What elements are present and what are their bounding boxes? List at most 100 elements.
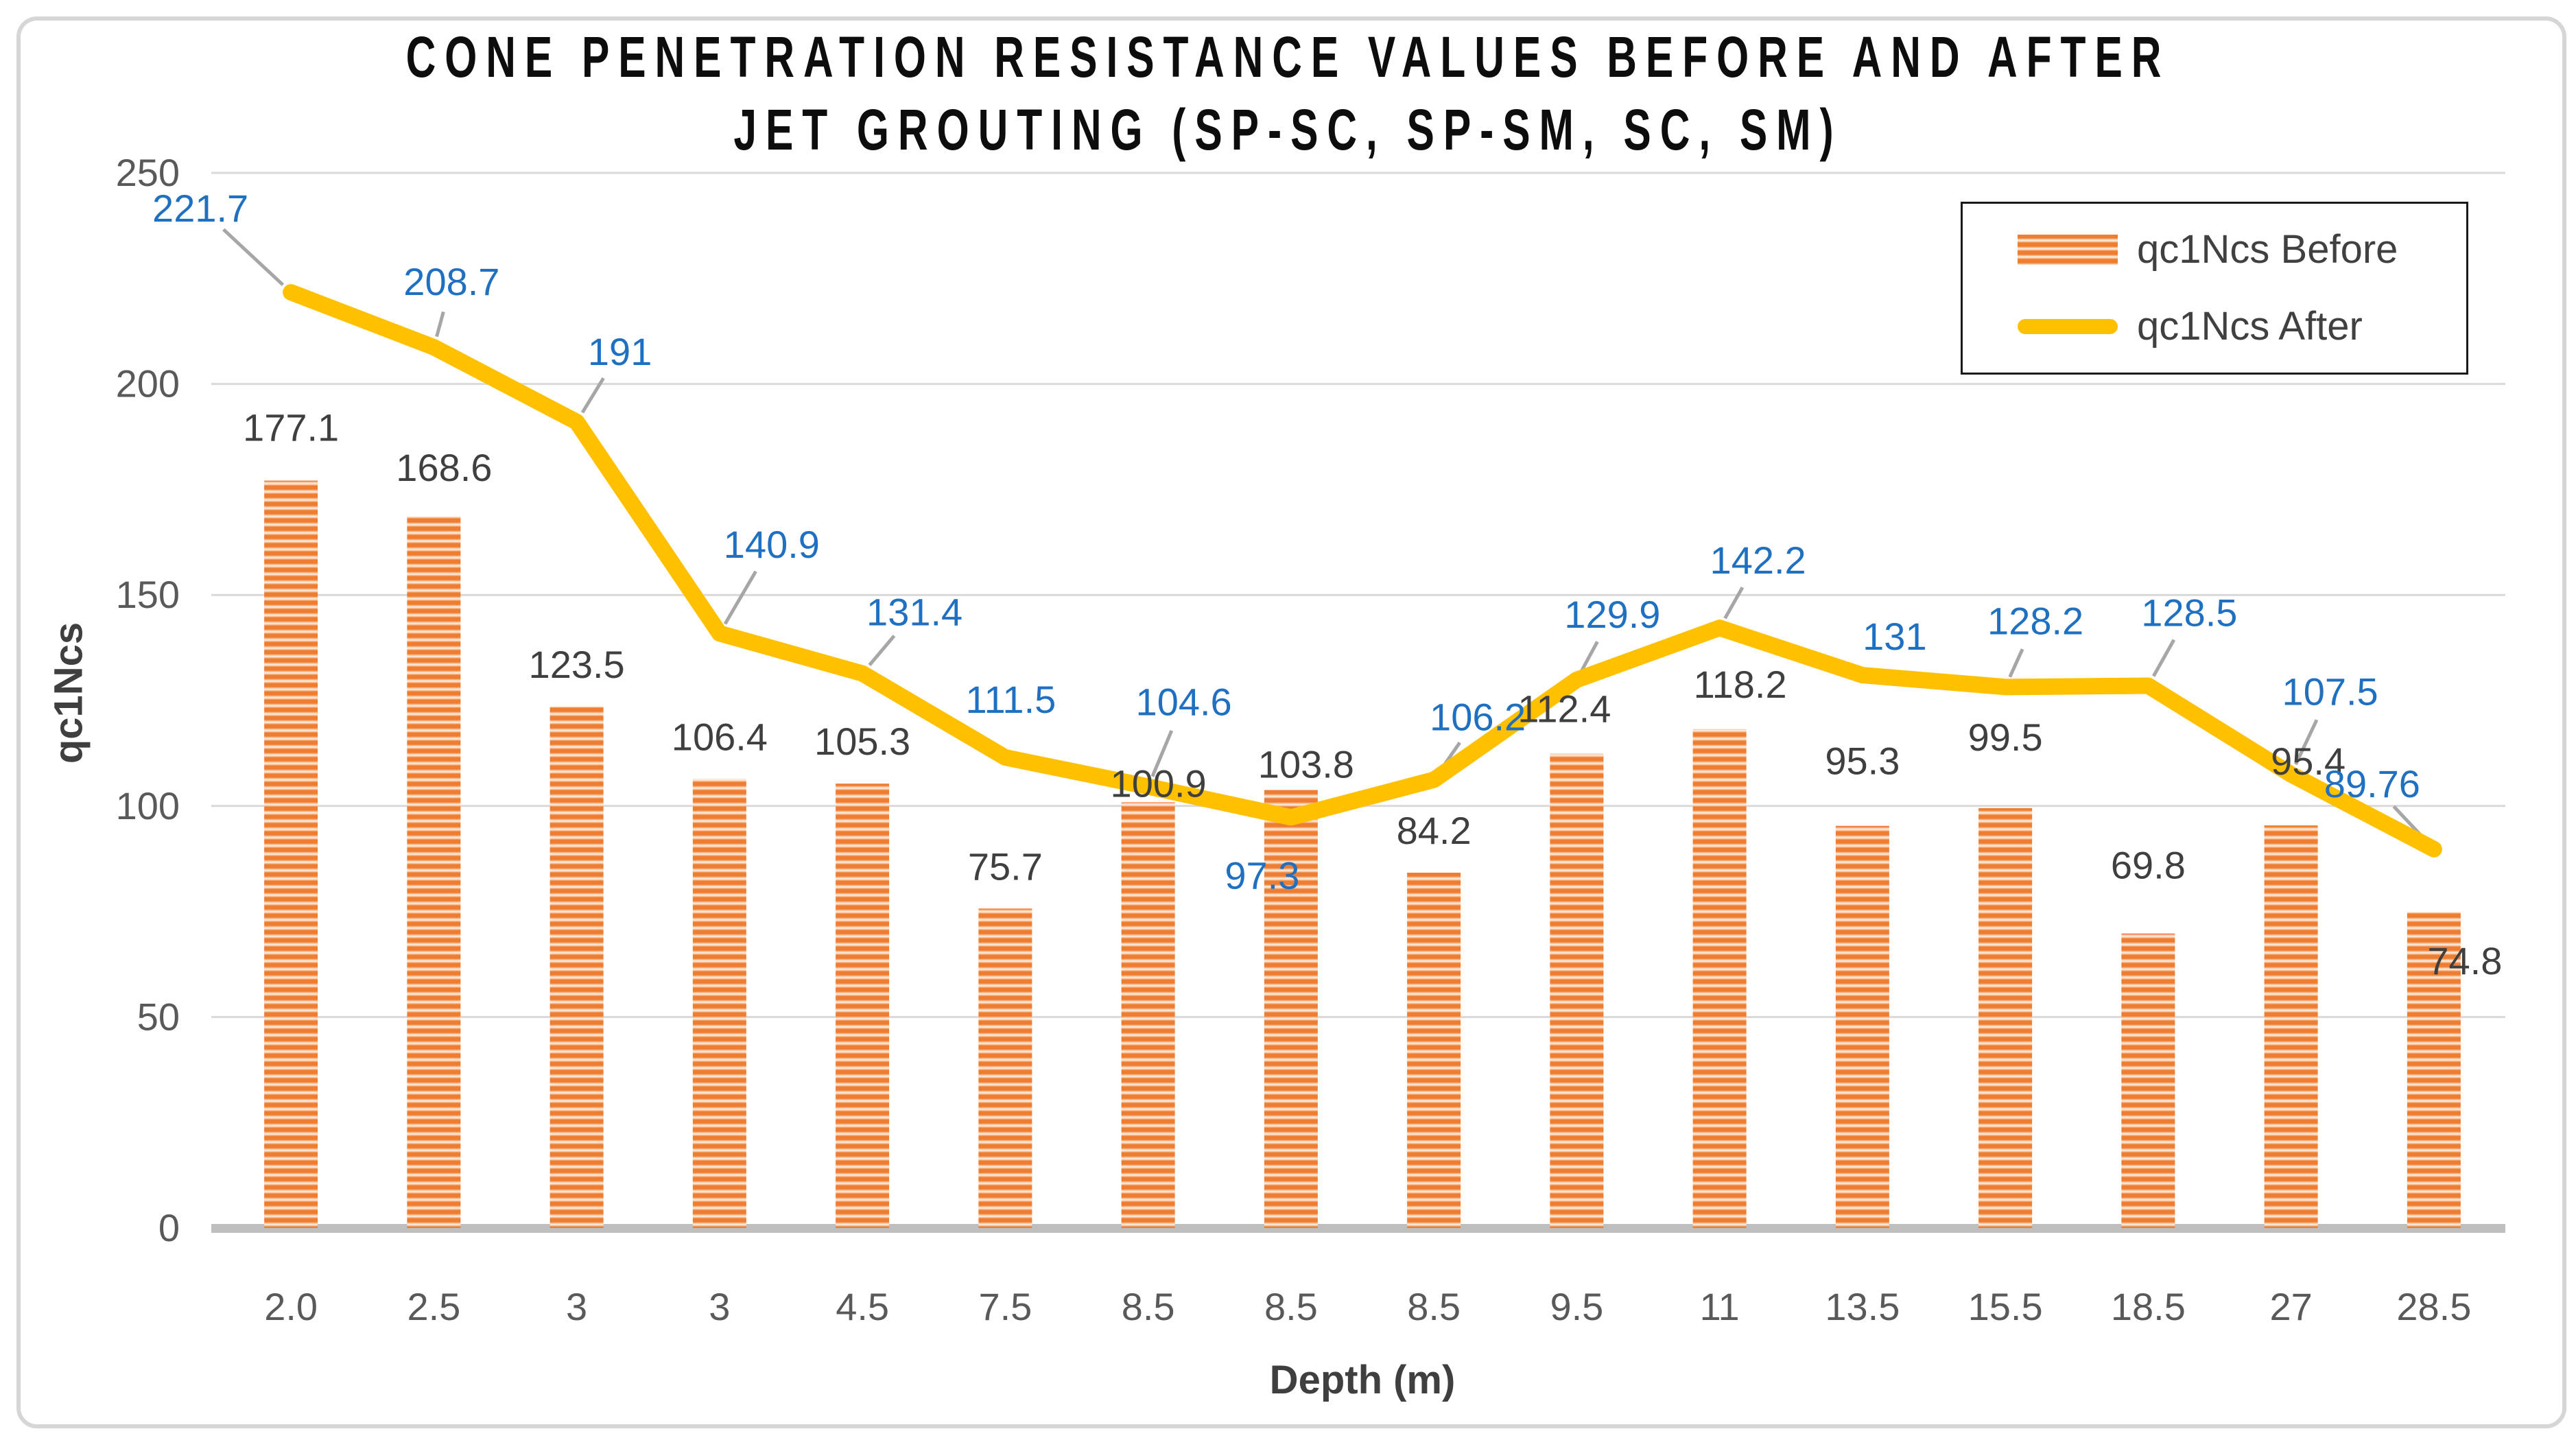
line-label: 97.3 xyxy=(1225,853,1299,897)
line-label: 142.2 xyxy=(1710,539,1806,582)
x-axis-baseline xyxy=(211,1224,2505,1233)
line-label: 106.2 xyxy=(1430,696,1526,739)
legend-label-before: qc1Ncs Before xyxy=(2137,227,2398,272)
x-tick-label: 11 xyxy=(1700,1285,1740,1328)
bar-qc1ncs-before[interactable] xyxy=(1121,802,1175,1228)
bar-label: 168.6 xyxy=(396,446,492,489)
legend-bar-swatch-icon xyxy=(2018,235,2118,265)
bar-qc1ncs-before[interactable] xyxy=(2407,912,2461,1228)
line-label: 140.9 xyxy=(724,523,820,566)
legend-item-after[interactable]: qc1Ncs After xyxy=(2018,307,2466,346)
line-label: 107.5 xyxy=(2282,670,2378,714)
bar-qc1ncs-before[interactable] xyxy=(1692,729,1747,1228)
line-label: 221.7 xyxy=(152,187,248,230)
bar-label: 69.8 xyxy=(2111,844,2186,887)
bar-qc1ncs-before[interactable] xyxy=(2121,933,2175,1228)
legend-line-swatch-icon xyxy=(2018,319,2118,334)
x-tick-label: 3 xyxy=(566,1285,587,1328)
line-label: 129.9 xyxy=(1564,593,1660,636)
bar-label: 105.3 xyxy=(814,720,910,763)
axis-tick-labels: 0 50 100 150 200 250 2.0 2.5 3 3 4.5 7.5 8.5 8.5 8.5 9.… xyxy=(116,151,2472,1328)
bar-label: 84.2 xyxy=(1397,809,1472,852)
leader-line xyxy=(723,570,757,625)
chart-title: CONE PENETRATION RESISTANCE VALUES BEFOR… xyxy=(0,21,2576,166)
bar-label: 95.3 xyxy=(1825,740,1900,783)
bar-qc1ncs-before[interactable] xyxy=(2264,825,2318,1228)
bar-qc1ncs-before[interactable] xyxy=(692,779,746,1228)
leader-line xyxy=(2294,719,2319,766)
x-tick-label: 2.5 xyxy=(407,1285,460,1328)
leader-line xyxy=(1723,586,1745,620)
line-label: 111.5 xyxy=(965,678,1056,721)
bar-label: 123.5 xyxy=(529,643,625,686)
line-label: 208.7 xyxy=(403,260,499,303)
x-tick-label: 7.5 xyxy=(978,1285,1032,1328)
line-label: 104.6 xyxy=(1136,681,1232,724)
bar-qc1ncs-before[interactable] xyxy=(836,783,890,1228)
leader-line xyxy=(580,377,605,414)
bar-qc1ncs-before[interactable] xyxy=(1407,873,1461,1228)
y-tick-label: 200 xyxy=(116,362,180,405)
x-tick-label: 15.5 xyxy=(1968,1285,2043,1328)
bar-label: 100.9 xyxy=(1111,762,1207,805)
y-axis-title: qc1Ncs xyxy=(46,622,91,764)
legend[interactable]: qc1Ncs Before qc1Ncs After xyxy=(1961,202,2468,375)
x-tick-label: 9.5 xyxy=(1550,1285,1603,1328)
bar-qc1ncs-before[interactable] xyxy=(550,707,604,1228)
line-label: 131.4 xyxy=(866,591,962,634)
leader-line xyxy=(1150,729,1174,777)
x-tick-label: 28.5 xyxy=(2396,1285,2471,1328)
y-tick-label: 250 xyxy=(116,151,180,194)
bar-label: 118.2 xyxy=(1694,663,1787,706)
bar-qc1ncs-before[interactable] xyxy=(264,480,318,1229)
line-label: 89.76 xyxy=(2324,762,2420,805)
chart-title-line2: JET GROUTING (SP-SC, SP-SM, SC, SM) xyxy=(733,97,1843,162)
bar-label: 112.4 xyxy=(1517,687,1611,731)
y-tick-label: 100 xyxy=(116,784,180,827)
leader-line xyxy=(2152,639,2176,677)
chart-title-line1: CONE PENETRATION RESISTANCE VALUES BEFOR… xyxy=(405,25,2171,89)
x-tick-label: 13.5 xyxy=(1825,1285,1900,1328)
leader-line xyxy=(435,311,445,338)
x-tick-label: 4.5 xyxy=(836,1285,889,1328)
bar-label: 177.1 xyxy=(243,405,339,449)
bar-qc1ncs-before[interactable] xyxy=(407,516,461,1228)
x-tick-label: 18.5 xyxy=(2111,1285,2186,1328)
leader-line xyxy=(1580,641,1599,671)
x-tick-label: 3 xyxy=(709,1285,730,1328)
legend-item-before[interactable]: qc1Ncs Before xyxy=(2018,230,2466,270)
y-tick-label: 0 xyxy=(158,1206,180,1249)
bar-label: 106.4 xyxy=(672,715,768,758)
bar-qc1ncs-before[interactable] xyxy=(1978,808,2033,1228)
line-qc1ncs-after[interactable] xyxy=(283,284,2442,858)
leader-line xyxy=(868,635,896,667)
legend-label-after: qc1Ncs After xyxy=(2137,304,2363,349)
x-axis-title: Depth (m) xyxy=(1269,1358,1456,1402)
data-labels: 177.1 168.6 123.5 106.4 105.3 75.7 100.9 103.8 8… xyxy=(152,187,2502,982)
bar-label: 75.7 xyxy=(968,845,1043,888)
bar-label: 99.5 xyxy=(1968,716,2043,759)
x-tick-label: 8.5 xyxy=(1407,1285,1461,1328)
leader-line xyxy=(2008,648,2024,678)
line-label: 131 xyxy=(1863,615,1926,658)
y-tick-label: 50 xyxy=(137,995,180,1038)
bar-qc1ncs-before[interactable] xyxy=(978,908,1032,1228)
bar-label: 95.4 xyxy=(2271,740,2345,783)
bar-label: 103.8 xyxy=(1258,742,1354,786)
bar-label: 74.8 xyxy=(2427,939,2502,982)
bar-qc1ncs-before[interactable] xyxy=(1550,753,1604,1228)
line-label: 128.5 xyxy=(2141,591,2237,634)
bar-series[interactable] xyxy=(264,480,2461,1229)
x-tick-label: 8.5 xyxy=(1122,1285,1175,1328)
x-tick-label: 27 xyxy=(2269,1285,2312,1328)
x-tick-label: 8.5 xyxy=(1264,1285,1318,1328)
y-tick-label: 150 xyxy=(116,573,180,616)
bar-qc1ncs-before[interactable] xyxy=(1835,825,1889,1228)
line-label: 191 xyxy=(588,330,652,373)
leader-line xyxy=(222,228,285,287)
line-label: 128.2 xyxy=(1987,599,2083,642)
line-series[interactable] xyxy=(283,284,2442,858)
bar-qc1ncs-before[interactable] xyxy=(1264,790,1318,1228)
x-tick-label: 2.0 xyxy=(264,1285,318,1328)
